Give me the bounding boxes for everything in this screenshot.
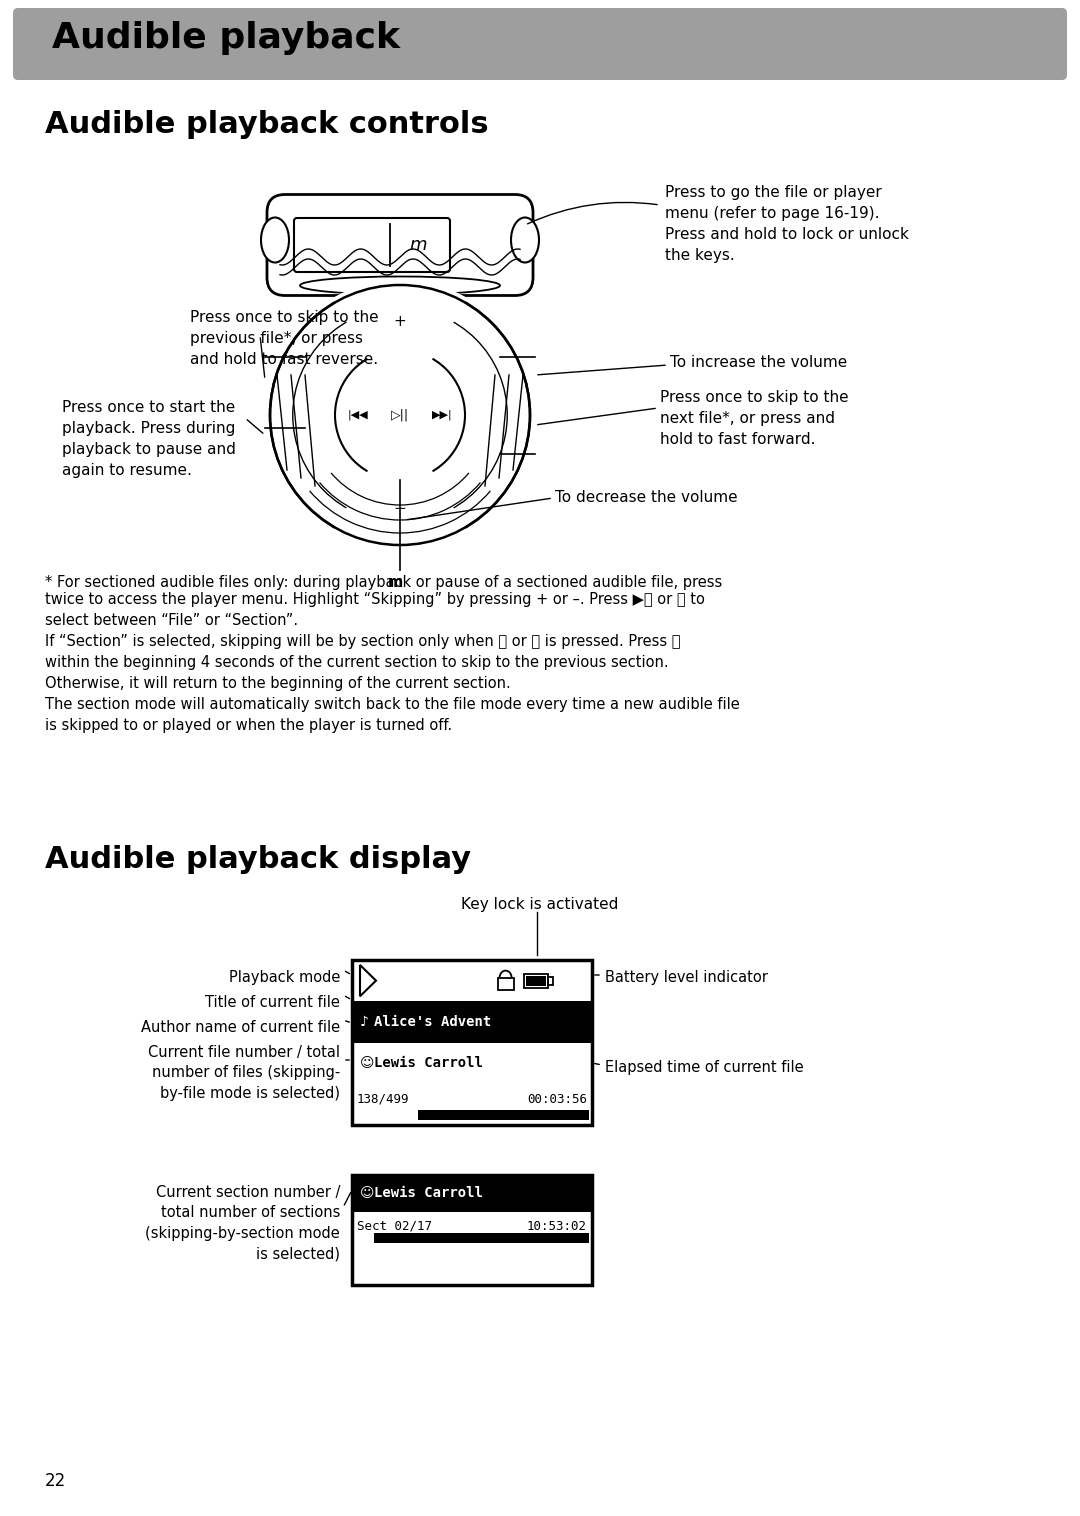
Text: Audible playback display: Audible playback display	[45, 844, 471, 875]
Text: Lewis Carroll: Lewis Carroll	[374, 1057, 483, 1070]
FancyBboxPatch shape	[267, 194, 534, 296]
Text: Audible playback: Audible playback	[52, 21, 400, 55]
Text: 138/499: 138/499	[357, 1093, 409, 1105]
Text: Press once to skip to the
previous file*, or press
and hold to fast reverse.: Press once to skip to the previous file*…	[190, 309, 379, 367]
Text: m: m	[388, 575, 403, 590]
Text: −: −	[393, 502, 406, 515]
Text: ☺: ☺	[360, 1057, 375, 1070]
Text: Elapsed time of current file: Elapsed time of current file	[605, 1060, 804, 1075]
Text: ♪: ♪	[360, 1014, 369, 1029]
Ellipse shape	[511, 217, 539, 262]
Bar	[352, 1175, 592, 1286]
Bar	[355, 1234, 589, 1243]
Text: ☺: ☺	[360, 1187, 375, 1201]
Text: Current section number /
total number of sections
(skipping-by-section mode
is s: Current section number / total number of…	[145, 1186, 340, 1261]
Text: Battery level indicator: Battery level indicator	[605, 970, 768, 985]
FancyBboxPatch shape	[13, 8, 1067, 80]
Text: Alice's Advent: Alice's Advent	[374, 1014, 491, 1029]
Text: Press once to start the
playback. Press during
playback to pause and
again to re: Press once to start the playback. Press …	[62, 400, 235, 478]
Text: Author name of current file: Author name of current file	[140, 1020, 340, 1035]
Bar	[352, 960, 592, 1125]
Text: Press to go the file or player
menu (refer to page 16-19).
Press and hold to loc: Press to go the file or player menu (ref…	[665, 185, 909, 262]
Wedge shape	[333, 280, 468, 415]
Text: 22: 22	[45, 1472, 66, 1490]
Circle shape	[335, 350, 465, 481]
Ellipse shape	[300, 276, 500, 294]
Bar	[548, 976, 553, 984]
Text: Lewis Carroll: Lewis Carroll	[374, 1187, 483, 1201]
Text: Playback mode: Playback mode	[229, 970, 340, 985]
Text: Audible playback controls: Audible playback controls	[45, 111, 488, 139]
Text: m: m	[409, 236, 428, 255]
FancyBboxPatch shape	[294, 218, 450, 271]
Text: 10:53:02: 10:53:02	[527, 1219, 588, 1233]
Text: twice to access the player menu. Highlight “Skipping” by pressing + or –. Press : twice to access the player menu. Highlig…	[45, 593, 740, 734]
Text: Title of current file: Title of current file	[205, 994, 340, 1010]
Text: ▷||: ▷||	[391, 408, 409, 421]
Text: * For sectioned audible files only: during playback or pause of a sectioned audi: * For sectioned audible files only: duri…	[45, 575, 727, 590]
Bar	[355, 1110, 589, 1120]
Bar	[498, 978, 514, 990]
Text: 00:03:56: 00:03:56	[527, 1093, 588, 1105]
Ellipse shape	[261, 217, 289, 262]
Wedge shape	[333, 415, 468, 550]
Text: |◀◀: |◀◀	[348, 409, 368, 420]
Bar	[524, 973, 548, 987]
Text: +: +	[393, 314, 406, 329]
Bar	[526, 976, 545, 985]
Bar	[355, 1110, 418, 1120]
Text: To decrease the volume: To decrease the volume	[555, 490, 738, 505]
Bar	[352, 1001, 592, 1043]
Text: Current file number / total
number of files (skipping-
by-file mode is selected): Current file number / total number of fi…	[148, 1045, 340, 1101]
Bar	[352, 1175, 592, 1211]
Ellipse shape	[270, 285, 530, 544]
Text: To increase the volume: To increase the volume	[670, 355, 847, 370]
Text: Press once to skip to the
next file*, or press and
hold to fast forward.: Press once to skip to the next file*, or…	[660, 390, 849, 447]
Bar	[355, 1234, 374, 1243]
Text: Key lock is activated: Key lock is activated	[461, 897, 619, 913]
Text: Sect 02/17: Sect 02/17	[357, 1219, 432, 1233]
Text: ▶▶|: ▶▶|	[432, 409, 453, 420]
